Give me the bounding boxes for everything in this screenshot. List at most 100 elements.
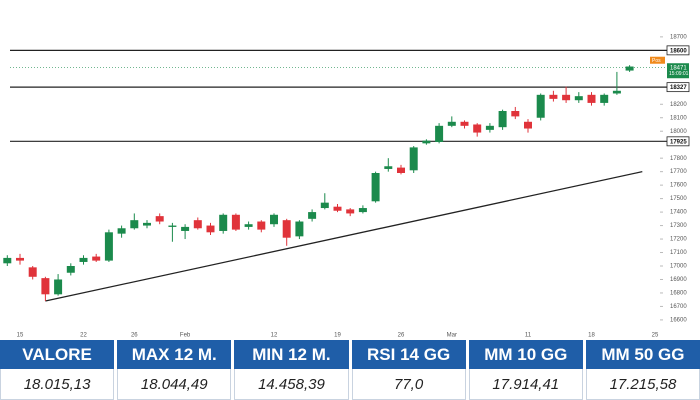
candle-body xyxy=(79,257,88,262)
table-column: VALORE 18.015,13 xyxy=(0,340,115,400)
candle-body xyxy=(320,202,329,209)
y-tick-label: 17000 xyxy=(670,264,687,270)
x-tick-label: 22 xyxy=(80,333,87,338)
candle-body xyxy=(244,224,253,227)
header-cell: MIN 12 M. xyxy=(234,340,349,369)
y-tick-label: 16700 xyxy=(670,304,687,310)
x-tick-label: 19 xyxy=(334,333,341,338)
candle-body xyxy=(54,279,63,295)
y-tick-label: 17300 xyxy=(670,223,687,229)
level-label: 18327 xyxy=(670,85,687,91)
value-cell: 18.044,49 xyxy=(117,369,232,400)
candle-body xyxy=(498,111,507,128)
candle-body xyxy=(562,94,571,101)
header-cell: VALORE xyxy=(0,340,115,369)
candle-body xyxy=(524,121,532,129)
header-cell: MM 50 GG xyxy=(585,340,700,369)
candle-body xyxy=(612,90,621,94)
table-column: MM 10 GG 17.914,41 xyxy=(468,340,583,400)
y-tick-label: 18100 xyxy=(670,115,687,121)
candle-body xyxy=(536,94,545,118)
y-tick-label: 17800 xyxy=(670,156,687,162)
header-cell: MM 10 GG xyxy=(468,340,583,369)
candle-body xyxy=(485,125,494,130)
level-label: 17925 xyxy=(670,139,687,145)
candle-body xyxy=(371,173,380,202)
x-tick-label: 25 xyxy=(652,333,659,338)
x-tick-label: 18 xyxy=(588,333,595,338)
x-tick-label: 12 xyxy=(271,333,278,338)
candle-body xyxy=(549,94,558,99)
x-tick-label: 11 xyxy=(525,333,532,338)
candle-body xyxy=(206,225,215,233)
candle-body xyxy=(625,66,634,71)
x-tick-label: 26 xyxy=(131,333,138,338)
y-tick-label: 17400 xyxy=(670,210,687,216)
candle-body xyxy=(257,221,266,230)
level-label: 18600 xyxy=(670,48,687,54)
candle-body xyxy=(435,125,444,142)
candle-body xyxy=(422,140,431,144)
candle-body xyxy=(270,214,278,225)
candle-body xyxy=(143,222,151,226)
candle-body xyxy=(181,226,190,231)
candle-body xyxy=(358,208,367,213)
y-tick-label: 17200 xyxy=(670,237,687,243)
candle-body xyxy=(168,225,177,227)
candle-body xyxy=(511,111,520,117)
candle-body xyxy=(384,166,393,169)
y-tick-label: 18200 xyxy=(670,102,687,108)
candle-body xyxy=(600,94,609,103)
candle-body xyxy=(282,220,291,238)
y-tick-label: 18700 xyxy=(670,34,687,40)
level-tag xyxy=(666,45,690,56)
y-tick-label: 17100 xyxy=(670,250,687,256)
candle-body xyxy=(447,121,456,126)
candle-body xyxy=(155,216,164,222)
level-tag xyxy=(666,82,690,93)
table-column: MAX 12 M. 18.044,49 xyxy=(117,340,232,400)
candle-body xyxy=(104,232,113,261)
candle-body xyxy=(41,278,50,295)
level-tag xyxy=(666,136,690,147)
candle-body xyxy=(333,206,342,211)
y-tick-label: 16600 xyxy=(670,317,687,323)
candle-body xyxy=(3,257,12,264)
x-tick-label: 26 xyxy=(398,333,405,338)
candle-body xyxy=(397,167,405,173)
table-column: MIN 12 M. 14.458,39 xyxy=(234,340,349,400)
candle-body xyxy=(28,267,37,277)
candle-body xyxy=(231,214,240,230)
x-tick-label: Mar xyxy=(447,333,457,338)
value-cell: 17.914,41 xyxy=(468,369,583,400)
candle-body xyxy=(130,220,139,229)
candle-body xyxy=(473,124,482,133)
y-tick-label: 17600 xyxy=(670,183,687,189)
candle-body xyxy=(92,256,101,261)
candle-body xyxy=(587,94,596,103)
x-tick-label: 15 xyxy=(17,333,24,338)
value-cell: 77,0 xyxy=(351,369,466,400)
x-tick-label: Feb xyxy=(180,333,191,338)
trendline xyxy=(45,171,643,302)
header-cell: RSI 14 GG xyxy=(351,340,466,369)
candle-body xyxy=(117,228,126,234)
price-tag xyxy=(667,63,689,79)
candle-body xyxy=(409,147,418,171)
y-tick-label: 16900 xyxy=(670,277,687,283)
table-column: MM 50 GG 17.215,58 xyxy=(585,340,700,400)
candle-body xyxy=(295,221,304,237)
candle-body xyxy=(574,96,583,101)
y-tick-label: 17700 xyxy=(670,169,687,175)
candle-body xyxy=(460,121,469,126)
summary-table: VALORE 18.015,13 MAX 12 M. 18.044,49 MIN 12 … xyxy=(0,340,700,400)
candle-body xyxy=(308,212,317,219)
position-label: Pos xyxy=(652,58,661,64)
price-label: 18471 xyxy=(670,65,687,71)
value-cell: 18.015,13 xyxy=(0,369,115,400)
chart: 16600 16700 16800 16900 17000 17100 17200 17300… xyxy=(3,34,690,338)
y-tick-label: 17500 xyxy=(670,196,687,202)
candle-body xyxy=(16,257,24,261)
candle-body xyxy=(219,214,228,231)
